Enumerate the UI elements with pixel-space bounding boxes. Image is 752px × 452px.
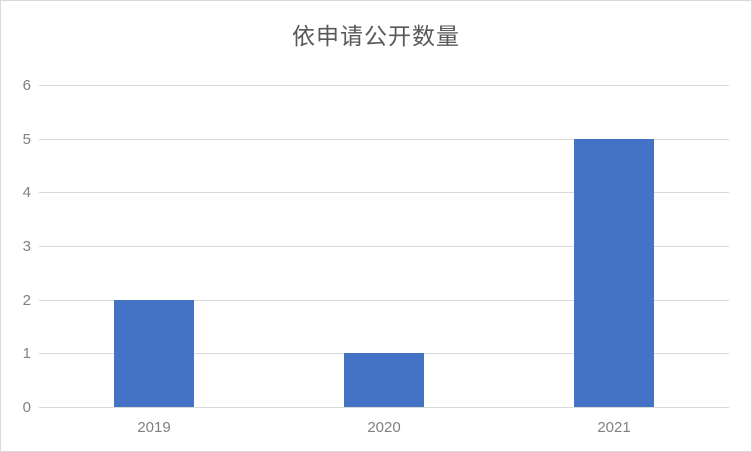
y-axis-tick-label: 2 [22, 291, 31, 309]
gridline [39, 407, 729, 408]
y-axis-tick-label: 3 [22, 238, 31, 255]
x-axis-tick-label: 2021 [597, 419, 631, 436]
bar-slot [499, 85, 729, 407]
x-axis-tick-label: 2019 [137, 419, 171, 436]
bars-group [39, 85, 729, 407]
bar[interactable] [344, 353, 424, 407]
gridline [39, 299, 729, 301]
y-axis-tick-label: 6 [22, 77, 31, 94]
chart-title: 依申请公开数量 [292, 23, 460, 49]
bar-slot [269, 85, 499, 407]
gridline [39, 192, 729, 194]
gridline [39, 246, 729, 247]
y-axis-tick-label: 1 [22, 345, 31, 363]
plot-area [39, 85, 729, 408]
y-axis-tick-label: 4 [22, 184, 31, 202]
gridline [39, 138, 729, 140]
gridline [39, 85, 729, 86]
x-axis-tick-label: 2020 [367, 419, 401, 436]
y-axis-tick-label: 5 [22, 130, 31, 148]
y-axis-tick-label: 0 [22, 399, 31, 416]
bar[interactable] [114, 299, 194, 407]
bar[interactable] [574, 138, 654, 407]
bar-slot [39, 85, 269, 407]
